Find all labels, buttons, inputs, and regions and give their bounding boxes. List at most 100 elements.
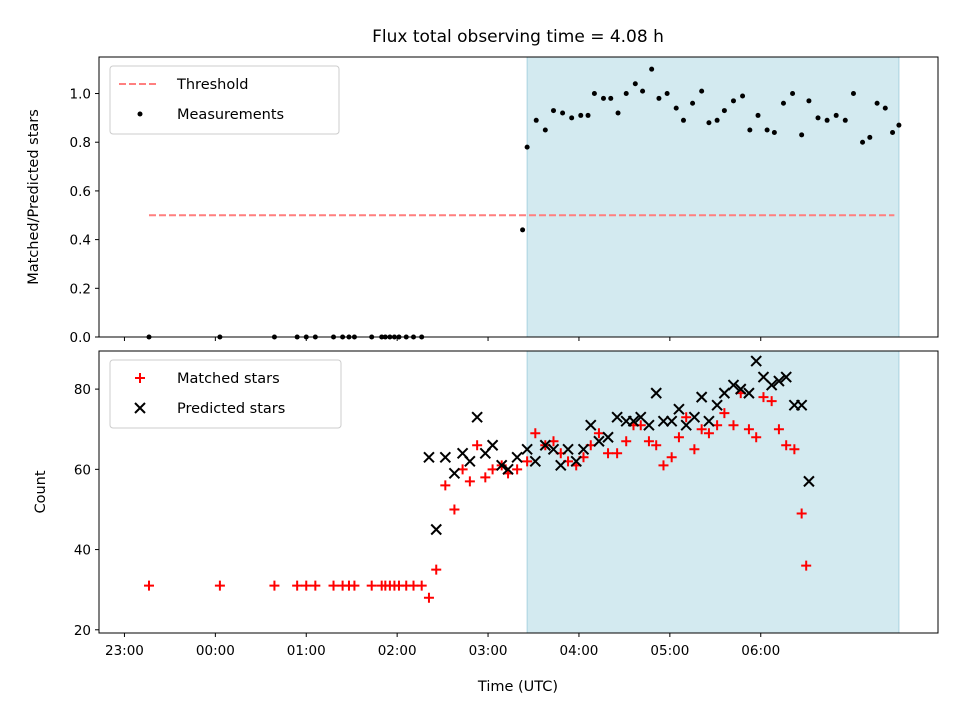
y-tick-label: 1.0 [70,87,91,103]
legend-entry: Threshold [119,77,248,93]
data-point [747,127,753,133]
y-axis-label: Count [33,470,49,513]
data-point [570,455,582,468]
data-point [665,415,678,427]
data-point [727,379,740,391]
data-point [673,403,685,415]
data-point [850,91,856,97]
data-point [423,451,435,464]
y-tick-label: 0.8 [70,135,91,151]
legend-entry: Matched stars [135,371,280,387]
data-point [533,117,539,123]
legend: Threshold Measurements [109,65,340,135]
data-point [301,580,312,591]
data-point [730,98,736,104]
data-point [658,460,669,471]
data-point [585,112,591,118]
data-point [673,105,679,111]
legend: Matched stars Predicted stars [109,359,342,429]
data-point [555,459,567,472]
data-point [560,110,566,116]
data-point [430,523,442,536]
data-point [758,392,769,403]
series-predicted-stars [423,355,815,536]
data-point [882,105,888,111]
data-point [751,432,762,443]
data-point [632,81,638,87]
data-point [780,100,786,106]
data-point [842,117,848,123]
chart-title: Flux total observing time = 4.08 h [372,27,664,47]
legend-key-marker [137,111,143,117]
data-point [640,88,646,94]
data-point [269,580,280,591]
data-point [547,443,560,455]
x-axis-label: Time (UTC) [477,679,558,695]
data-point [448,467,461,480]
series-matched-stars [143,388,812,603]
data-point [650,387,662,399]
data-point [766,396,777,407]
legend-label: Matched stars [177,371,280,387]
data-point [611,411,623,423]
x-tick-label: 04:00 [559,643,598,659]
legend-key-marker [134,402,146,414]
data-point [521,443,533,455]
data-point [750,355,762,367]
data-point [471,411,483,423]
data-point [773,424,784,435]
data-point [530,428,541,439]
data-point [143,580,154,591]
top-panel-flux-ratio: 0.0 0.2 0.4 0.6 0.8 1.0 Matched/Predicted star… [26,56,939,346]
data-point [643,419,655,431]
data-point [764,127,770,133]
axes-frame [98,56,939,338]
data-point [423,592,434,603]
data-point [743,424,754,435]
data-point [681,412,692,423]
data-point [529,455,542,468]
data-point [735,383,747,395]
data-point [789,444,800,455]
x-tick-label: 00:00 [196,643,235,659]
data-point [689,444,700,455]
data-point [643,436,654,447]
data-point [815,115,821,121]
data-point [696,424,707,435]
legend-box [109,65,340,135]
legend-key-marker [135,373,145,383]
legend-entry: Measurements [137,107,284,123]
data-point [649,66,655,72]
data-point [795,399,808,411]
data-point [803,475,815,488]
data-point [615,110,621,116]
data-point [440,480,451,491]
data-point [664,91,670,97]
axes-frame [98,350,939,634]
data-point [896,122,902,128]
x-tick-label: 01:00 [287,643,326,659]
y-tick-label: 40 [74,543,91,559]
data-point [666,452,677,463]
data-point [656,95,662,101]
legend-box [109,359,342,429]
data-point [703,415,715,427]
data-point [612,448,623,459]
data-point [439,451,452,464]
data-point [603,448,614,459]
legend-entry: Predicted stars [134,401,285,417]
data-point [623,91,629,97]
data-point [627,415,640,427]
data-point [874,100,880,106]
data-point [550,108,556,114]
data-point [740,93,746,99]
data-point [214,580,225,591]
data-point [790,91,796,97]
data-point [680,117,686,123]
data-point [695,391,708,403]
data-point [591,91,597,97]
data-point [416,580,427,591]
data-point [602,431,614,443]
data-point [542,127,548,133]
